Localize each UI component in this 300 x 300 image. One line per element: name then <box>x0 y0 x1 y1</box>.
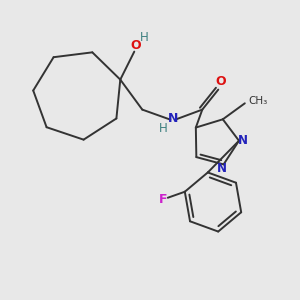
Text: F: F <box>159 193 167 206</box>
Text: N: N <box>168 112 178 125</box>
Text: O: O <box>215 75 226 88</box>
Text: H: H <box>159 122 168 135</box>
Text: CH₃: CH₃ <box>249 96 268 106</box>
Text: H: H <box>140 31 149 44</box>
Text: N: N <box>238 134 248 147</box>
Text: O: O <box>130 39 141 52</box>
Text: N: N <box>217 162 226 175</box>
